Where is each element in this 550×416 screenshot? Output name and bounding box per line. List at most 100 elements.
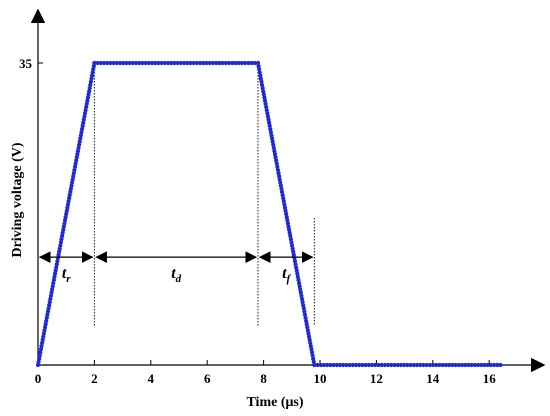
data-point [47,299,52,305]
data-point [41,331,46,336]
data-point [246,60,251,66]
data-point [58,240,64,245]
data-point [82,114,87,119]
data-point [275,167,281,173]
data-point [302,312,308,317]
data-point [285,218,290,223]
data-point [271,142,276,147]
data-point [304,322,309,327]
data-point [36,359,41,364]
data-point [271,145,276,151]
x-tick-label: 10 [314,371,327,386]
data-point [479,362,484,368]
data-point [59,237,64,242]
data-point [296,277,301,283]
data-point [81,117,86,122]
data-point [39,344,44,349]
data-point [87,89,92,94]
data-point [72,164,78,169]
data-point [48,293,54,298]
data-point [301,306,306,311]
data-point [48,296,53,302]
data-point [277,174,282,179]
data-point [175,60,180,66]
data-point [68,186,73,191]
data-point [82,111,88,116]
data-point [182,60,187,66]
data-point [256,64,261,69]
data-point [65,205,70,210]
data-point [301,303,306,308]
data-point [54,265,59,270]
data-point [47,303,52,308]
data-point [178,60,184,66]
data-point [278,183,283,188]
data-point [79,126,85,132]
data-point [268,126,273,132]
data-point [146,60,152,66]
data-point [286,224,291,229]
data-point [389,362,394,368]
data-point [269,133,274,138]
data-point [282,205,288,210]
data-point [98,60,103,66]
data-point [315,362,320,368]
data-point [305,325,310,330]
data-point [40,340,45,346]
data-point [243,60,248,66]
data-point [276,171,281,176]
data-point [188,60,193,66]
data-point [311,359,316,364]
data-point [472,362,477,368]
data-point [334,362,339,368]
data-point [312,362,317,368]
data-point [297,284,302,289]
data-point [46,306,51,311]
data-point [207,60,212,66]
data-point [264,104,269,110]
data-point [59,233,65,239]
data-point [341,362,346,368]
data-point [434,362,439,368]
data-point [95,60,100,66]
data-point [298,287,303,292]
data-point [114,60,119,66]
data-point [77,139,82,144]
data-point [402,362,407,368]
data-point [68,189,73,195]
data-point [85,95,91,100]
data-point [169,60,174,66]
data-point [49,290,54,295]
data-point [64,211,69,217]
data-point [287,230,292,235]
data-point [37,353,42,358]
data-point [217,60,222,66]
data-point [92,60,97,66]
data-point [491,362,497,368]
data-point [414,362,420,368]
data-point [133,60,139,66]
data-point [286,227,292,232]
data-point [405,362,410,368]
data-point [64,208,69,213]
data-point [45,312,50,317]
data-point [281,196,286,201]
data-point [50,284,55,289]
data-point [73,161,78,166]
data-point [166,60,171,66]
data-point [258,76,263,81]
data-point [310,353,315,358]
x-axis-title: Time (μs) [246,395,303,410]
data-point [230,60,235,66]
data-point [280,193,285,198]
data-point [290,246,295,251]
data-point [308,344,313,349]
data-point [289,243,295,248]
data-point [259,79,264,84]
data-point [278,180,283,185]
x-tick-label: 8 [260,371,267,386]
data-point [295,274,301,280]
data-point [443,362,449,368]
data-point [440,362,445,368]
data-point [363,362,368,368]
